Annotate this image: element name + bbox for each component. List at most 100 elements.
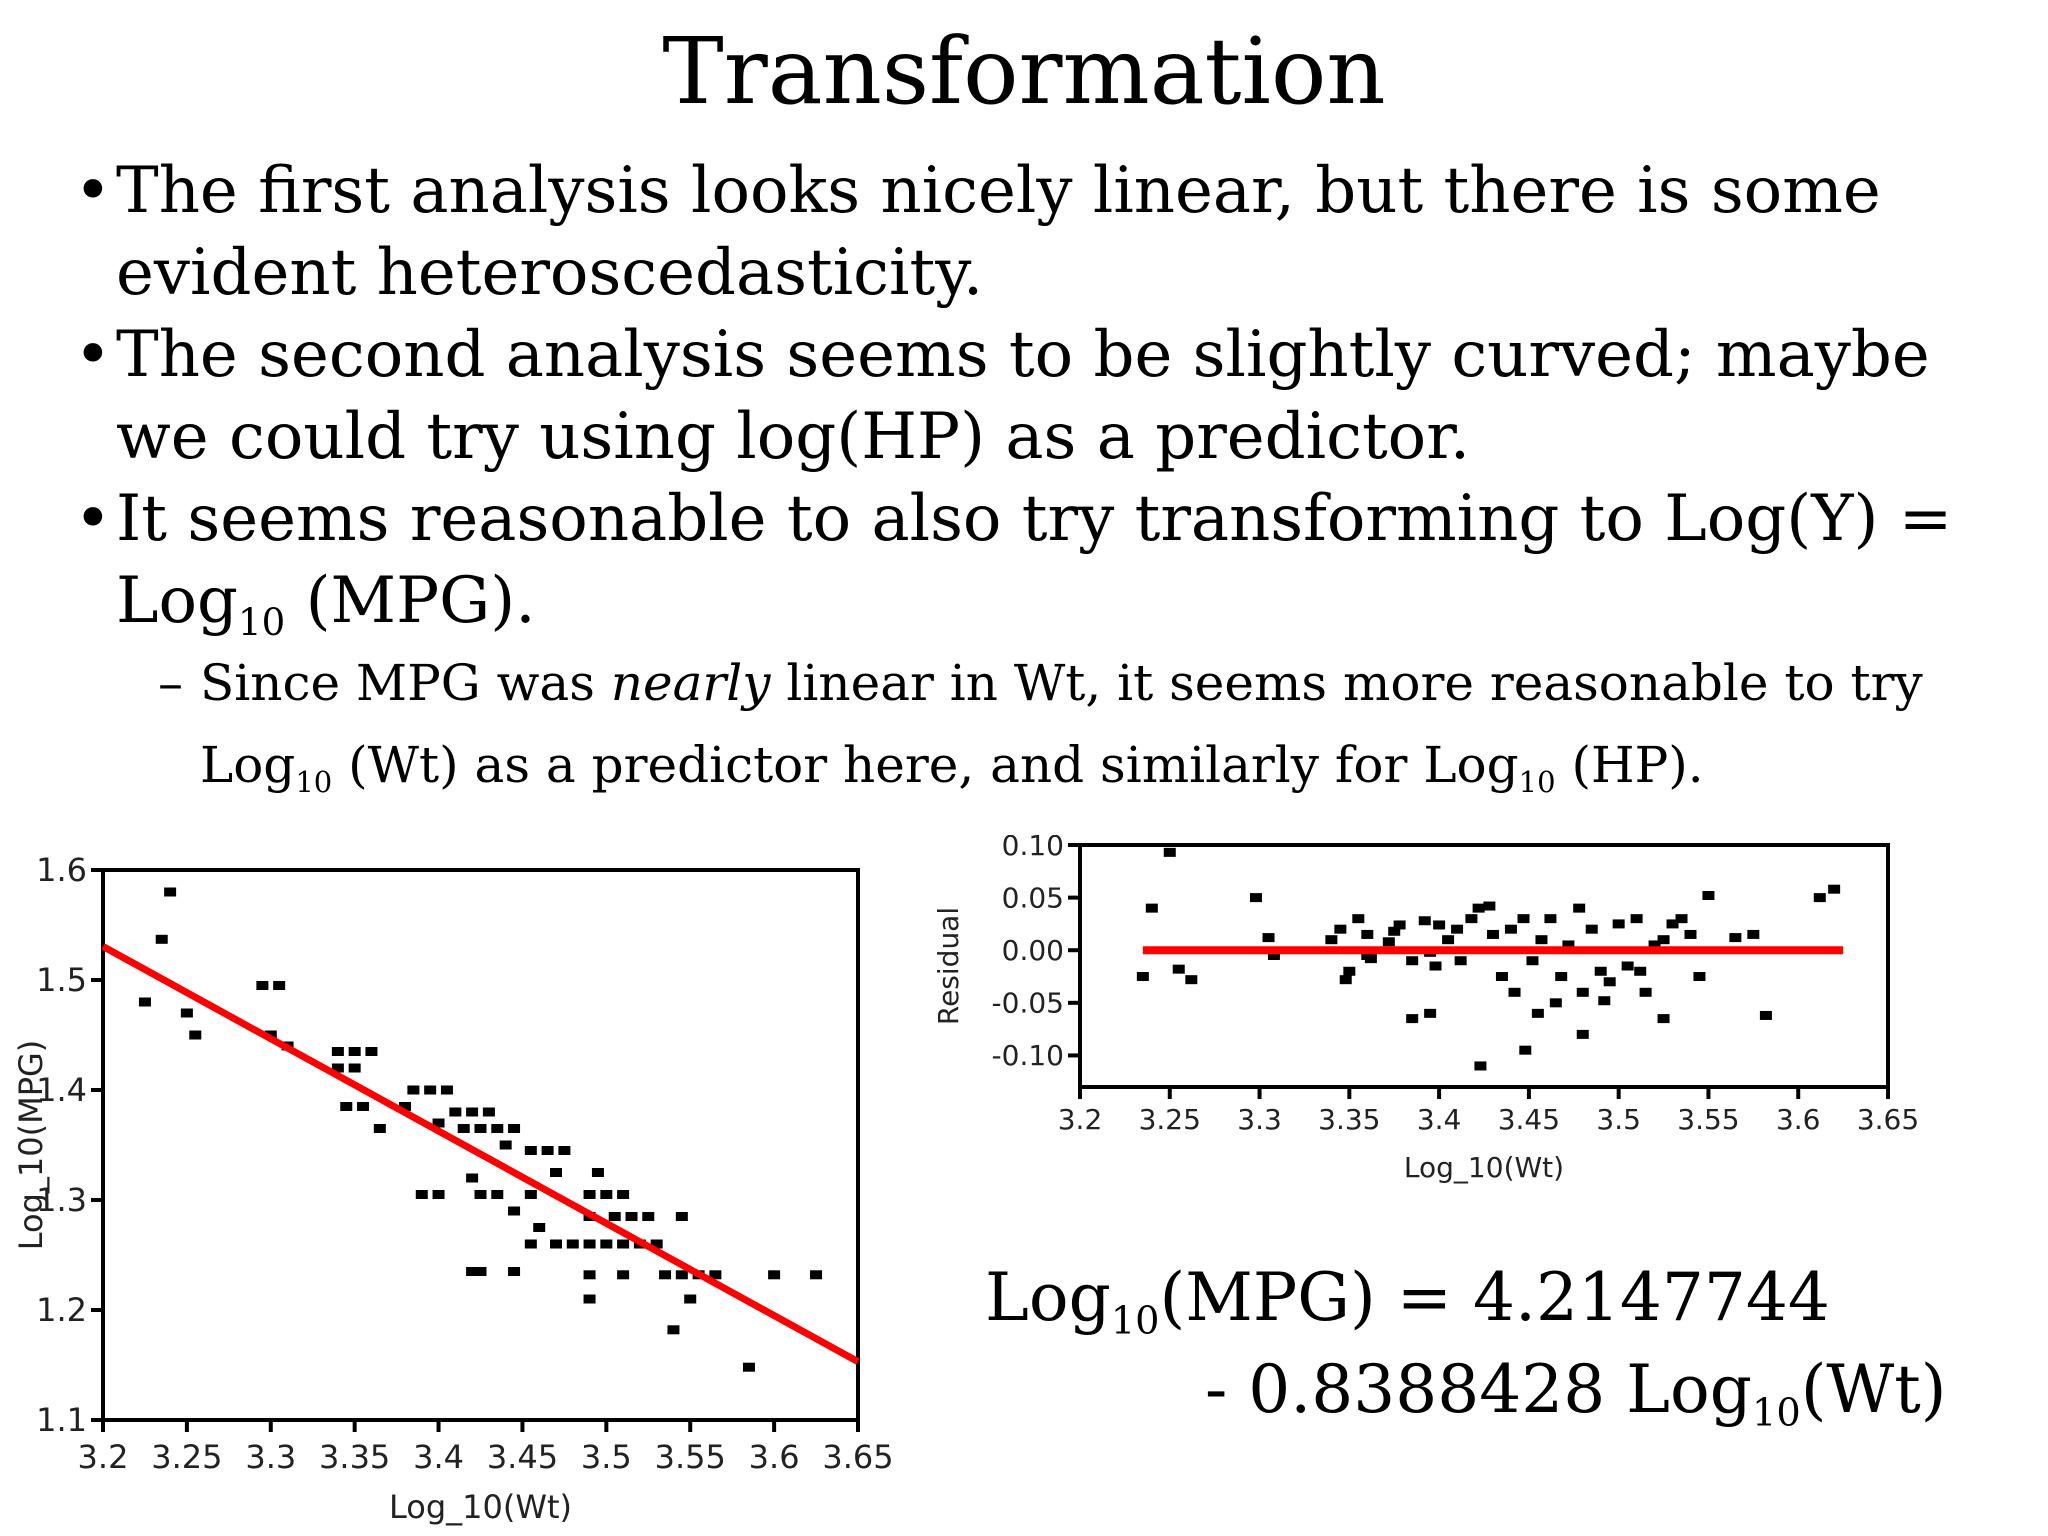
- data-point: [1442, 935, 1455, 945]
- data-point: [1639, 987, 1652, 997]
- x-tick-label: 3.35: [1318, 1103, 1380, 1136]
- x-tick-label: 3.45: [1498, 1103, 1560, 1136]
- sub-bullet-text-b: linear in Wt, it seems more reasonable t…: [200, 654, 1923, 794]
- data-point: [583, 1270, 596, 1280]
- data-point: [1334, 924, 1347, 934]
- data-point: [650, 1239, 663, 1249]
- data-point: [1729, 933, 1742, 943]
- x-tick-label: 3.4: [413, 1438, 464, 1476]
- data-point: [1343, 966, 1356, 976]
- y-tick-label: 1.4: [36, 1071, 87, 1109]
- data-point: [357, 1102, 370, 1111]
- data-point: [466, 1173, 479, 1183]
- data-point: [449, 1107, 462, 1117]
- data-point: [189, 1030, 202, 1040]
- data-point: [1684, 929, 1697, 939]
- data-point: [1630, 914, 1643, 924]
- eq-line-2-subscript: 10: [1751, 1390, 1801, 1436]
- data-point: [1648, 940, 1661, 950]
- x-tick-label: 3.3: [1237, 1103, 1282, 1136]
- data-point: [1172, 964, 1185, 974]
- data-point: [499, 1140, 512, 1150]
- data-point: [1747, 929, 1760, 939]
- data-point: [508, 1206, 521, 1216]
- data-point: [600, 1190, 613, 1199]
- data-point: [1535, 935, 1548, 945]
- data-point: [1813, 893, 1826, 903]
- data-point: [1526, 956, 1539, 966]
- data-point: [1576, 987, 1589, 997]
- data-point: [550, 1239, 562, 1249]
- data-point: [1267, 950, 1280, 960]
- x-tick-label: 3.25: [151, 1438, 222, 1476]
- data-point: [709, 1270, 722, 1280]
- data-point: [1519, 1045, 1532, 1055]
- data-point: [1495, 972, 1508, 982]
- x-tick-label: 3.55: [655, 1438, 726, 1476]
- data-point: [1325, 935, 1338, 945]
- data-point: [1517, 914, 1530, 924]
- bullet-3: It seems reasonable to also try transfor…: [70, 478, 2030, 642]
- data-point: [1603, 977, 1616, 987]
- data-point: [273, 981, 286, 990]
- eq-line-1-subscript: 10: [1110, 1298, 1160, 1344]
- data-point: [1702, 891, 1715, 901]
- data-point: [399, 1102, 411, 1111]
- data-point: [768, 1270, 781, 1280]
- data-point: [1472, 903, 1485, 913]
- data-point: [331, 1063, 344, 1073]
- data-point: [1185, 975, 1198, 985]
- data-point: [541, 1146, 554, 1155]
- residual-scatter-chart: 3.2 3.25 3.3 3.35 3.4 3.45 3.5 3.55 3.6 3.65 -0.10…: [932, 835, 1919, 1184]
- y-tick-label: 0.10: [1002, 835, 1064, 862]
- data-point: [373, 1124, 386, 1133]
- data-point: [491, 1124, 504, 1133]
- x-tick-label: 3.6: [749, 1438, 800, 1476]
- eq-line-1-b: (MPG) = 4.2147744: [1159, 1259, 1830, 1336]
- data-point: [583, 1294, 596, 1304]
- data-point: [340, 1102, 353, 1111]
- x-tick-label: 3.5: [1596, 1103, 1641, 1136]
- data-point: [1555, 972, 1568, 982]
- data-point: [1145, 903, 1158, 913]
- data-point: [1828, 884, 1841, 894]
- eq-line-1-a: Log: [985, 1259, 1111, 1336]
- equation-line-2: - 0.8388428 Log10(Wt): [1205, 1350, 1947, 1432]
- data-point: [1693, 972, 1706, 982]
- plot-frame: [1078, 843, 1890, 1089]
- data-point: [1634, 966, 1647, 976]
- bullet-2: The second analysis seems to be slightly…: [70, 314, 2030, 478]
- plot-frame: [101, 868, 860, 1422]
- data-point: [1352, 914, 1365, 924]
- data-point: [1424, 1008, 1437, 1018]
- x-tick-label: 3.45: [487, 1438, 558, 1476]
- y-tick-label: -0.05: [992, 987, 1064, 1020]
- data-point: [524, 1146, 537, 1155]
- bullet-1: The first analysis looks nicely linear, …: [70, 150, 2030, 314]
- data-point: [1594, 966, 1607, 976]
- data-point: [331, 1047, 344, 1056]
- y-tick-label: 0.00: [1002, 934, 1064, 967]
- x-tick-label: 3.25: [1139, 1103, 1201, 1136]
- data-point: [1163, 847, 1176, 857]
- data-point: [625, 1212, 638, 1221]
- x-tick-label: 3.35: [319, 1438, 390, 1476]
- data-point: [600, 1239, 613, 1249]
- data-point: [348, 1047, 361, 1056]
- data-point: [1573, 903, 1586, 913]
- eq-line-2-a: - 0.8388428 Log: [1205, 1351, 1752, 1428]
- data-point: [642, 1212, 655, 1221]
- data-point: [608, 1212, 621, 1221]
- data-point: [348, 1063, 361, 1073]
- data-point: [675, 1270, 688, 1280]
- data-point: [1549, 998, 1562, 1008]
- y-tick-label: 0.05: [1002, 881, 1064, 914]
- data-point: [1433, 920, 1446, 930]
- data-point: [457, 1124, 470, 1133]
- data-point: [1451, 924, 1464, 934]
- data-point: [1759, 1010, 1772, 1020]
- data-point: [675, 1212, 688, 1221]
- data-point: [1576, 1029, 1589, 1039]
- x-tick-label: 3.4: [1417, 1103, 1462, 1136]
- data-point: [1657, 1014, 1670, 1024]
